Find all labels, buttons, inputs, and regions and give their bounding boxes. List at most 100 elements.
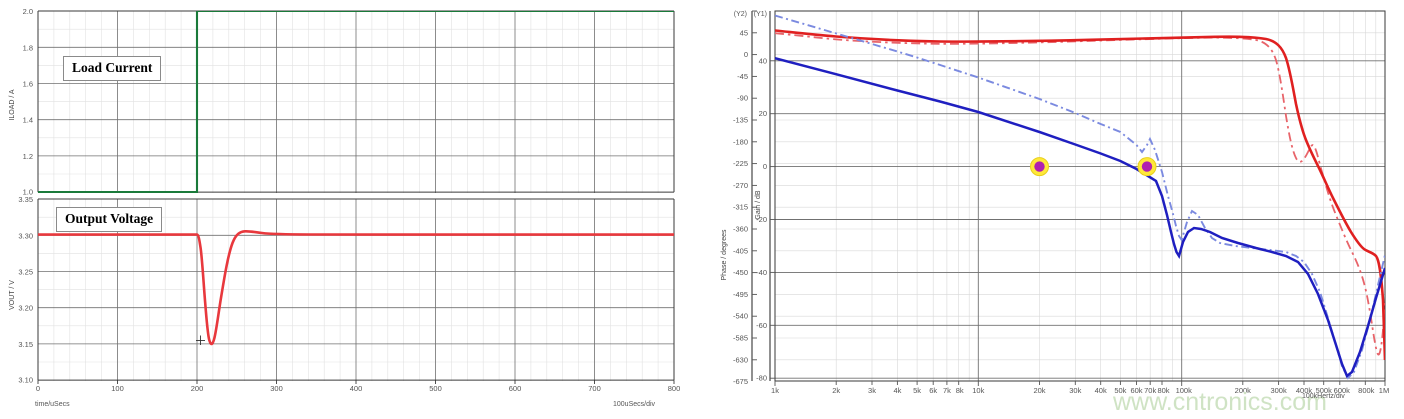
vout-tick-labels: 3.35 3.30 3.25 3.20 3.15 3.10 [18,195,33,385]
svg-text:400: 400 [350,384,363,393]
svg-text:300: 300 [270,384,283,393]
output-voltage-series [38,229,674,346]
svg-text:10k: 10k [972,386,984,395]
svg-text:4k: 4k [893,386,901,395]
svg-text:1.2: 1.2 [23,152,33,161]
svg-text:-80: -80 [756,374,767,383]
svg-text:800: 800 [668,384,681,393]
iload-axis-title: ILOAD / A [9,89,16,120]
bode-plot-svg: 45 0 -45 -90 -135 -180 -225 -270 -315 -360 -4… [700,0,1404,419]
svg-text:-225: -225 [733,159,748,168]
svg-text:200: 200 [191,384,204,393]
svg-text:80k: 80k [1157,386,1169,395]
output-voltage-callout: Output Voltage [56,207,163,232]
svg-text:3.35: 3.35 [18,195,33,204]
load-current-series [38,11,674,193]
svg-text:100k: 100k [1176,386,1193,395]
bw-with-marker[interactable] [1030,157,1049,177]
svg-text:-20: -20 [756,215,767,224]
svg-text:2k: 2k [832,386,840,395]
gain-solid-series [775,56,1385,379]
svg-text:3.25: 3.25 [18,268,33,277]
svg-text:-450: -450 [733,268,748,277]
bode-major-hgrid [775,60,1385,379]
bode-plot-chart: 45 0 -45 -90 -135 -180 -225 -270 -315 -360 -4… [700,0,1404,419]
bode-x-ticks [774,381,1386,386]
svg-text:3.30: 3.30 [18,231,33,240]
phase-tick-labels: 45 0 -45 -90 -135 -180 -225 -270 -315 -360 -4… [733,28,748,386]
svg-text:400k: 400k [1296,386,1313,395]
svg-text:8k: 8k [956,386,964,395]
svg-text:1.8: 1.8 [23,43,33,52]
svg-text:-90: -90 [737,94,748,103]
phase-dashed-series [775,32,1385,356]
bode-minor-vgrid [835,11,1377,381]
svg-text:20k: 20k [1033,386,1045,395]
transient-response-chart: 2.0 1.8 1.6 1.4 1.2 1.0 ILOAD / A [0,0,700,419]
svg-text:1.6: 1.6 [23,80,33,89]
svg-text:500k: 500k [1316,386,1333,395]
gain-axis-name: (Y1) [754,11,767,18]
svg-text:-60: -60 [756,321,767,330]
gain-tick-labels: 40 20 0 -20 -40 -60 -80 [756,56,767,382]
load-current-callout: Load Current [63,56,162,81]
svg-text:3.10: 3.10 [18,376,33,385]
svg-text:3k: 3k [868,386,876,395]
left-x-ticks [37,380,675,384]
svg-text:45: 45 [740,28,748,37]
svg-text:50k: 50k [1114,386,1126,395]
svg-text:-360: -360 [733,225,748,234]
left-x-tick-labels: 0 100 200 300 400 500 600 700 800 [36,384,680,393]
left-x-div-label: 100uSecs/div [613,401,656,408]
top-major-grid [38,11,674,193]
svg-text:100: 100 [111,384,124,393]
svg-text:-540: -540 [733,312,748,321]
bode-plot-frame [774,10,1386,382]
svg-text:200k: 200k [1235,386,1252,395]
svg-text:0: 0 [763,162,767,171]
svg-text:1M: 1M [1379,386,1389,395]
gain-axis-ticks [770,60,775,379]
svg-text:1k: 1k [771,386,779,395]
svg-text:2.0: 2.0 [23,7,33,16]
svg-text:20: 20 [759,109,767,118]
phase-solid-series [775,29,1385,361]
iload-tick-labels: 2.0 1.8 1.6 1.4 1.2 1.0 [23,7,33,197]
vout-axis-title: VOUT / V [9,280,16,310]
svg-text:3.20: 3.20 [18,304,33,313]
svg-text:3.15: 3.15 [18,340,33,349]
cursor-crosshair-marker [196,335,205,345]
svg-text:700: 700 [588,384,601,393]
svg-text:6k: 6k [929,386,937,395]
svg-text:-405: -405 [733,246,748,255]
bode-x-tick-labels: 1k 2k 3k 4k 5k 6k 7k 8k 10k 20k 30k 40k … [771,386,1389,395]
svg-text:-315: -315 [733,203,748,212]
svg-text:1.4: 1.4 [23,116,33,125]
svg-text:800k: 800k [1358,386,1375,395]
svg-text:600k: 600k [1334,386,1351,395]
svg-text:-45: -45 [737,72,748,81]
svg-text:-495: -495 [733,290,748,299]
svg-text:-270: -270 [733,181,748,190]
bw-without-marker[interactable] [1137,157,1157,177]
svg-text:7k: 7k [943,386,951,395]
svg-text:600: 600 [509,384,522,393]
svg-text:-135: -135 [733,116,748,125]
svg-text:60k: 60k [1130,386,1142,395]
svg-text:0: 0 [36,384,40,393]
svg-text:1.0: 1.0 [23,188,33,197]
top-minor-grid [38,11,674,193]
gain-axis-title: Gain / dB [755,190,762,220]
svg-text:70k: 70k [1144,386,1156,395]
svg-text:0: 0 [744,50,748,59]
svg-text:500: 500 [429,384,442,393]
svg-text:-180: -180 [733,137,748,146]
svg-text:-630: -630 [733,355,748,364]
svg-text:40: 40 [759,56,767,65]
svg-text:5k: 5k [913,386,921,395]
phase-axis-name: (Y2) [734,11,747,18]
phase-axis-title: Phase / degrees [721,229,728,280]
svg-text:30k: 30k [1069,386,1081,395]
phase-axis-ticks [752,10,757,361]
